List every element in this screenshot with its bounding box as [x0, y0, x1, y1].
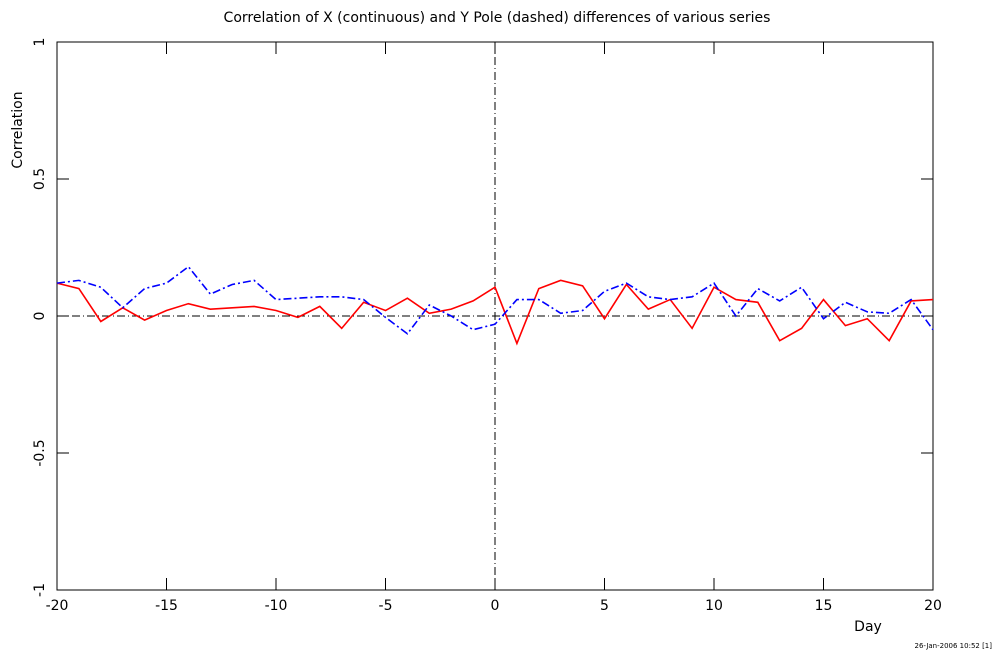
y-tick-label: -0.5 — [32, 439, 48, 466]
x-tick-label: 10 — [705, 598, 723, 614]
y-tick-label: 0 — [32, 312, 48, 321]
x-tick-label: -15 — [155, 598, 178, 614]
x-tick-label: 15 — [815, 598, 833, 614]
x-tick-label: 5 — [600, 598, 609, 614]
y-tick-label: 0.5 — [32, 168, 48, 190]
x-tick-label: -10 — [265, 598, 288, 614]
series-line — [56, 265, 934, 335]
x-tick-label: 0 — [491, 598, 500, 614]
x-axis-label: Day — [854, 619, 882, 635]
x-tick-label: 20 — [924, 598, 942, 614]
chart-title: Correlation of X (continuous) and Y Pole… — [224, 10, 771, 26]
footer: 26-Jan-2006 10:52 [1] — [915, 642, 993, 650]
y-axis-label: Correlation — [10, 91, 26, 168]
x-tick-label: -5 — [379, 598, 393, 614]
y-tick-label: -1 — [32, 583, 48, 597]
series-line — [56, 279, 934, 346]
x-tick-label: -20 — [46, 598, 69, 614]
y-tick-label: 1 — [32, 38, 48, 47]
